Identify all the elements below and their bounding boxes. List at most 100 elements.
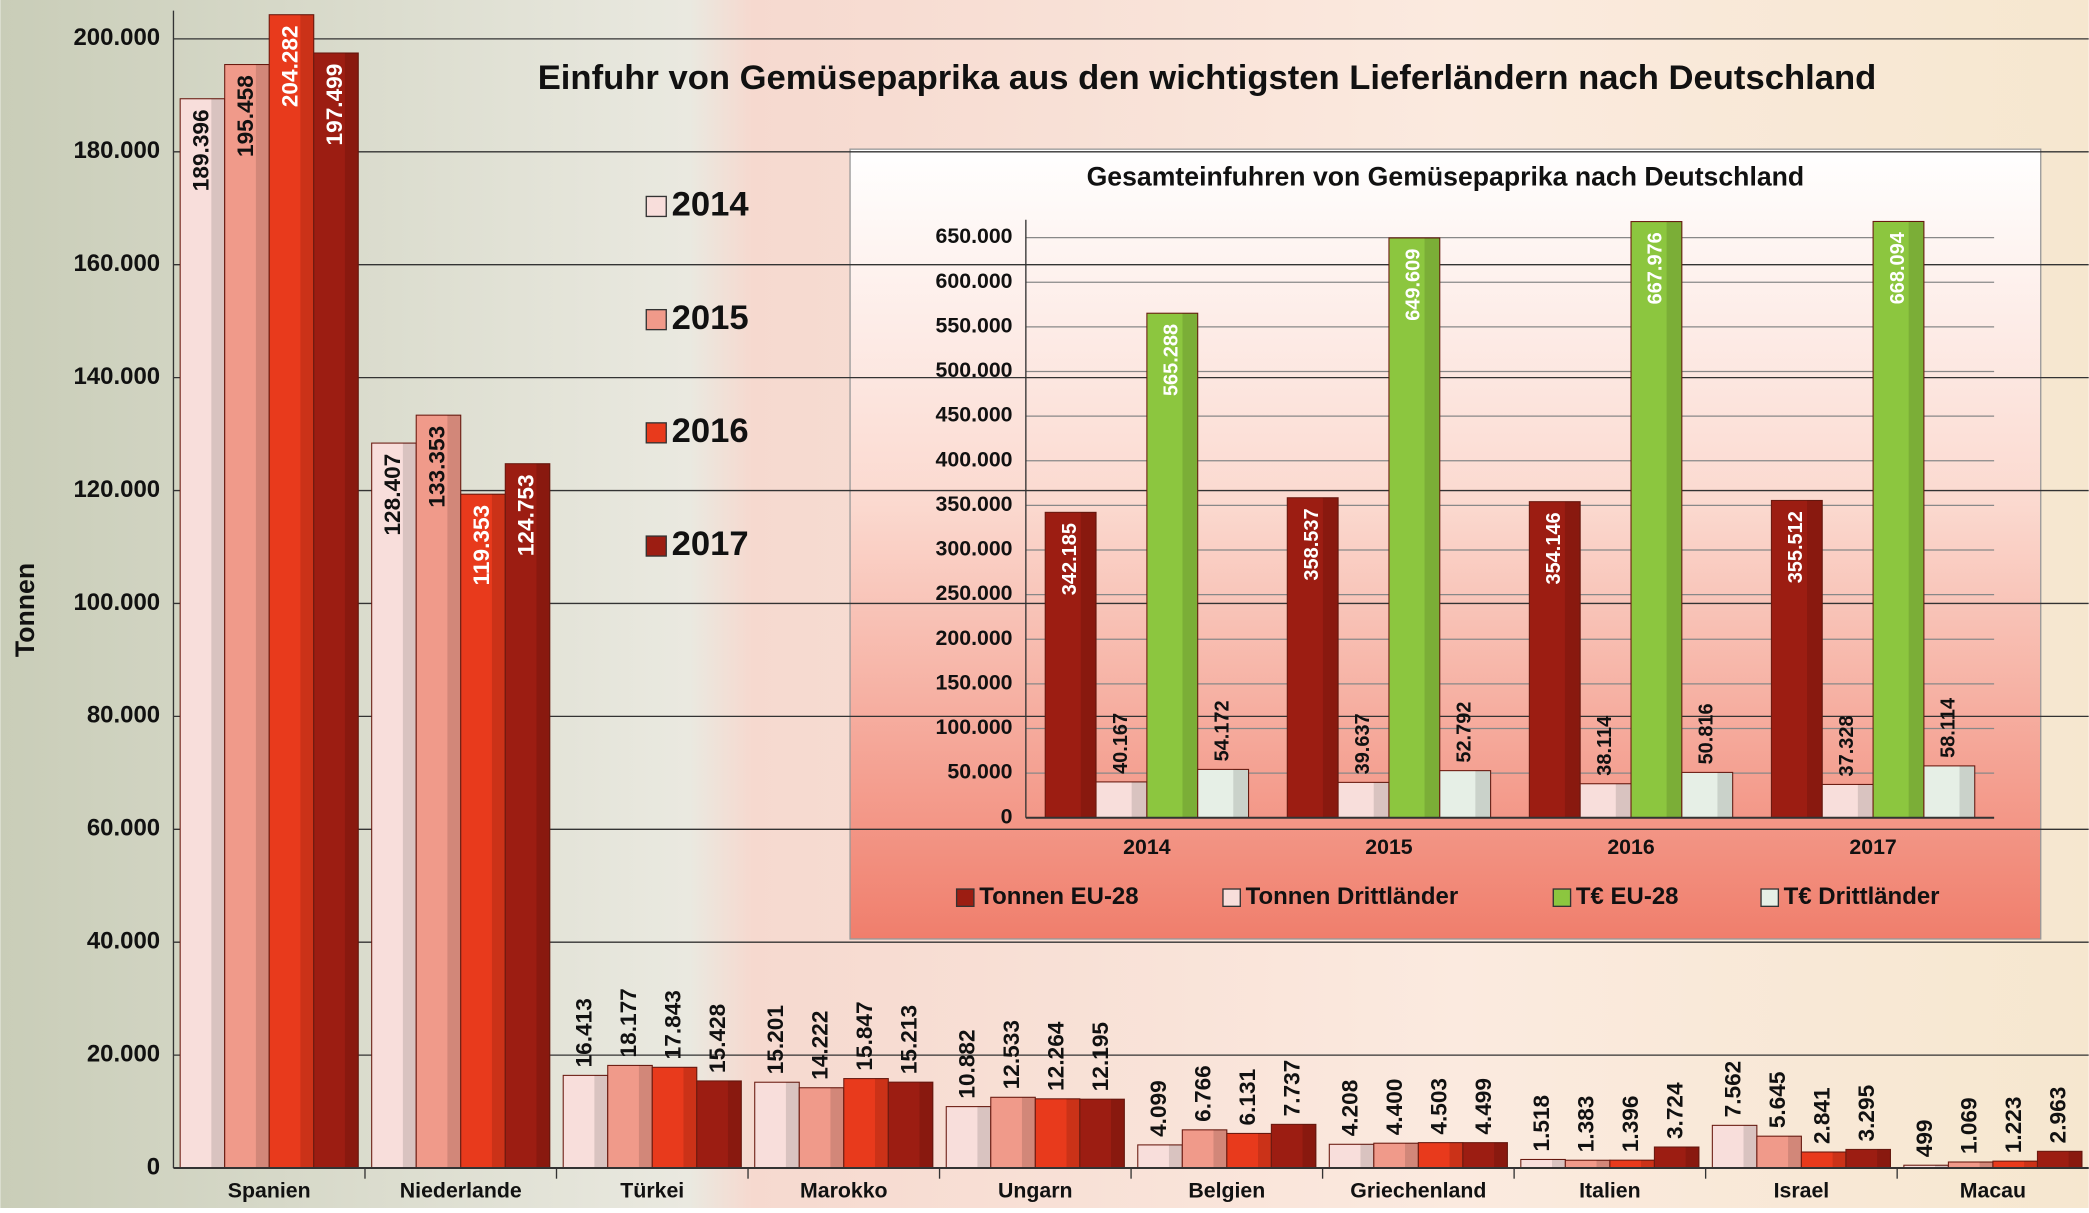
value-label: 6.766 [1191,1065,1216,1122]
x-tick-label: Italien [1579,1179,1641,1203]
bar-shade [1475,770,1491,818]
bar [562,1074,609,1169]
value-label: 128.407 [380,454,405,536]
value-label: 124.753 [514,474,539,556]
bar [1181,1129,1228,1169]
bar-shade [1302,1124,1316,1169]
value-label: 40.167 [1110,713,1132,774]
value-label: 7.562 [1721,1061,1746,1118]
value-label: 12.533 [999,1020,1024,1089]
bar [1872,220,1925,819]
value-label: 3.724 [1663,1082,1688,1139]
bar-shade [1168,1144,1183,1169]
bar [1462,1142,1508,1169]
bar-shade [977,1106,991,1169]
bar-shade [1424,237,1440,818]
y-tick-label: 300.000 [936,537,1013,561]
legend-label: 2017 [672,525,749,563]
y-tick-label: 400.000 [936,447,1013,471]
value-label: 1.396 [1618,1096,1643,1153]
bar [1373,1142,1419,1169]
value-label: 18.177 [616,988,641,1057]
y-tick-label: 550.000 [936,313,1013,337]
y-tick-label: 600.000 [936,269,1013,293]
legend-label: Tonnen EU-28 [979,883,1138,910]
y-tick-label: 500.000 [936,358,1013,382]
value-label: 15.428 [705,1004,730,1073]
legend-swatch [645,308,667,331]
x-tick-label: 2016 [1607,835,1655,859]
value-label: 499 [1912,1119,1937,1157]
bar [179,98,226,1169]
inset-panel [849,148,2042,940]
bar-shade [919,1082,933,1169]
bar-shade [1564,501,1581,818]
legend-label: T€ Drittländer [1784,883,1940,910]
legend-label: 2016 [672,412,749,450]
bar [696,1080,742,1169]
y-tick-label: 120.000 [73,476,160,503]
x-tick-label: 2017 [1849,835,1896,859]
value-label: 2.841 [1810,1087,1835,1144]
x-tick-label: 2014 [1123,835,1171,859]
y-tick-label: 160.000 [73,250,160,277]
y-tick-label: 140.000 [73,363,160,390]
x-tick-label: Niederlande [400,1179,522,1203]
bar-shade [1182,313,1198,818]
value-label: 16.413 [571,998,596,1067]
y-tick-label: 250.000 [936,581,1013,605]
bar [1770,499,1823,819]
value-label: 38.114 [1594,716,1616,776]
value-label: 2.963 [2046,1087,2071,1144]
bar-shade [727,1080,742,1169]
value-label: 354.146 [1543,512,1565,584]
legend-swatch [645,535,667,557]
x-tick-label: 2015 [1365,835,1413,859]
value-label: 358.537 [1301,508,1323,580]
bar [1337,781,1390,819]
value-label: 6.131 [1235,1069,1260,1126]
value-label: 17.843 [661,990,686,1059]
legend-label: T€ EU-28 [1576,883,1679,910]
bar [1095,781,1148,819]
bar-shade [638,1065,653,1169]
legend-label: 2015 [672,299,749,337]
bar-shade [1788,1136,1802,1169]
bar [1044,511,1097,819]
value-label: 668.094 [1887,232,1909,304]
bar [1146,312,1199,819]
value-label: 1.223 [2001,1097,2026,1154]
bar [651,1066,698,1169]
legend-swatch [1552,888,1572,907]
value-label: 4.503 [1427,1078,1452,1135]
bar-shade [785,1082,800,1169]
value-label: 52.792 [1453,702,1475,763]
value-label: 12.195 [1088,1022,1113,1091]
value-label: 1.383 [1574,1096,1599,1153]
value-label: 342.185 [1059,523,1081,595]
y-tick-label: 150.000 [936,671,1013,695]
y-tick-label: 100.000 [73,589,160,616]
bar-shade [1111,1099,1125,1169]
bar [1226,1132,1272,1169]
y-tick-label: 450.000 [936,403,1013,427]
y-tick-label: 80.000 [87,702,160,729]
value-label: 195.458 [233,75,258,157]
bar-shade [1979,1162,1993,1169]
bar-shade [594,1075,608,1169]
bar-shade [1596,1160,1610,1169]
value-label: 1.518 [1529,1095,1554,1152]
bar [1528,501,1581,819]
bar [1923,765,1976,819]
bar-shade [402,443,417,1169]
x-tick-label: Marokko [800,1179,888,1203]
bar [843,1078,889,1169]
x-tick-label: Belgien [1188,1179,1265,1203]
bar-shade [211,98,225,1169]
bar-shade [683,1067,697,1169]
value-label: 15.201 [763,1005,788,1074]
bar [1079,1098,1125,1169]
bar-shade [1685,1147,1699,1169]
x-tick-label: Türkei [620,1179,684,1203]
